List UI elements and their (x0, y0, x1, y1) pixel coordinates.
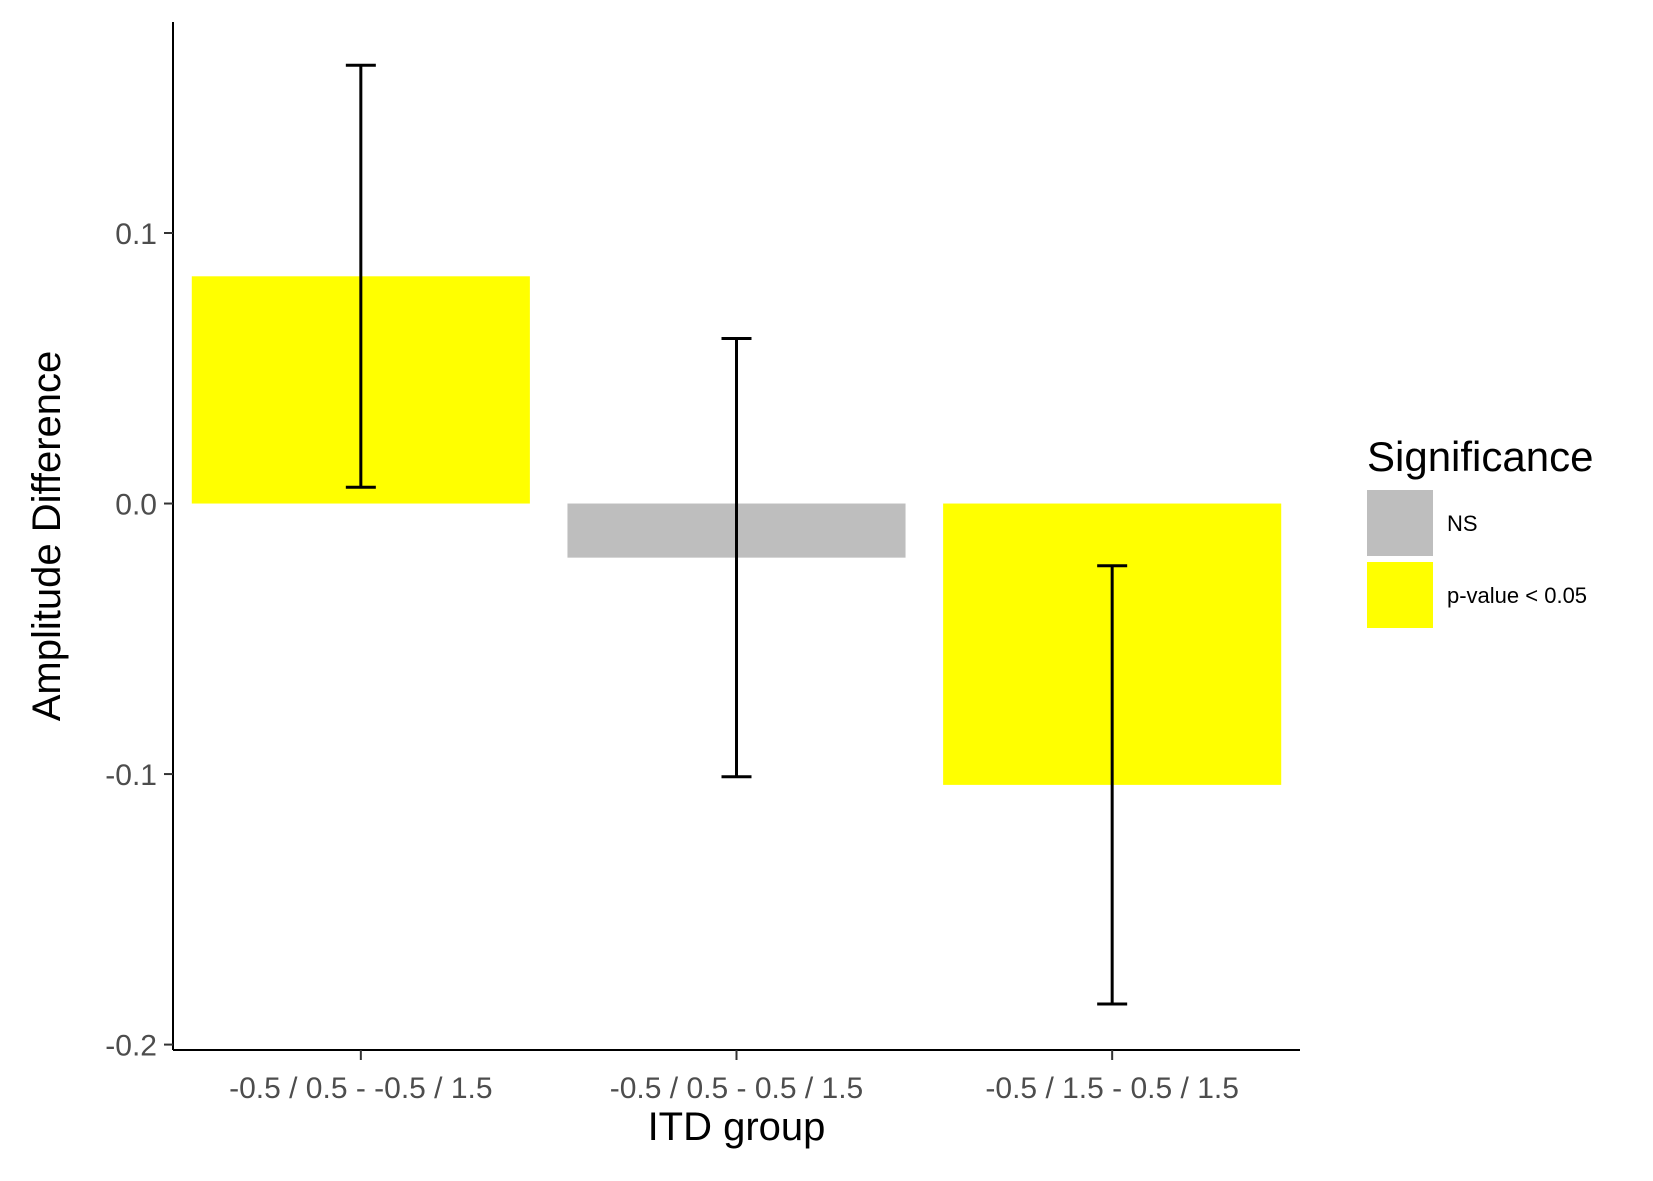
y-tick-label: -0.1 (105, 759, 157, 792)
y-tick-label: 0.0 (115, 489, 157, 522)
x-ticks-group: -0.5 / 0.5 - -0.5 / 1.5 -0.5 / 0.5 - 0.5 … (229, 1050, 1239, 1105)
error-bar-2 (721, 337, 752, 779)
x-tick-label: -0.5 / 1.5 - 0.5 / 1.5 (985, 1072, 1238, 1105)
x-tick-label: -0.5 / 0.5 - 0.5 / 1.5 (610, 1072, 863, 1105)
y-ticks-group: 0.1 0.0 -0.1 -0.2 (105, 218, 173, 1063)
error-bars-group (345, 63, 1128, 1006)
x-tick-label: -0.5 / 0.5 - -0.5 / 1.5 (229, 1072, 492, 1105)
legend: Significance NS p-value < 0.05 (1367, 433, 1593, 628)
legend-label: NS (1447, 511, 1478, 536)
legend-title: Significance (1367, 433, 1593, 480)
y-tick-label: 0.1 (115, 218, 157, 251)
y-axis-title: Amplitude Difference (25, 351, 69, 722)
legend-swatch (1367, 562, 1433, 628)
y-tick-label: -0.2 (105, 1030, 157, 1063)
x-axis-title: ITD group (648, 1105, 826, 1149)
legend-label: p-value < 0.05 (1447, 583, 1587, 608)
error-bar-3 (1097, 564, 1128, 1006)
legend-swatch (1367, 490, 1433, 556)
error-bar-1 (345, 63, 376, 489)
